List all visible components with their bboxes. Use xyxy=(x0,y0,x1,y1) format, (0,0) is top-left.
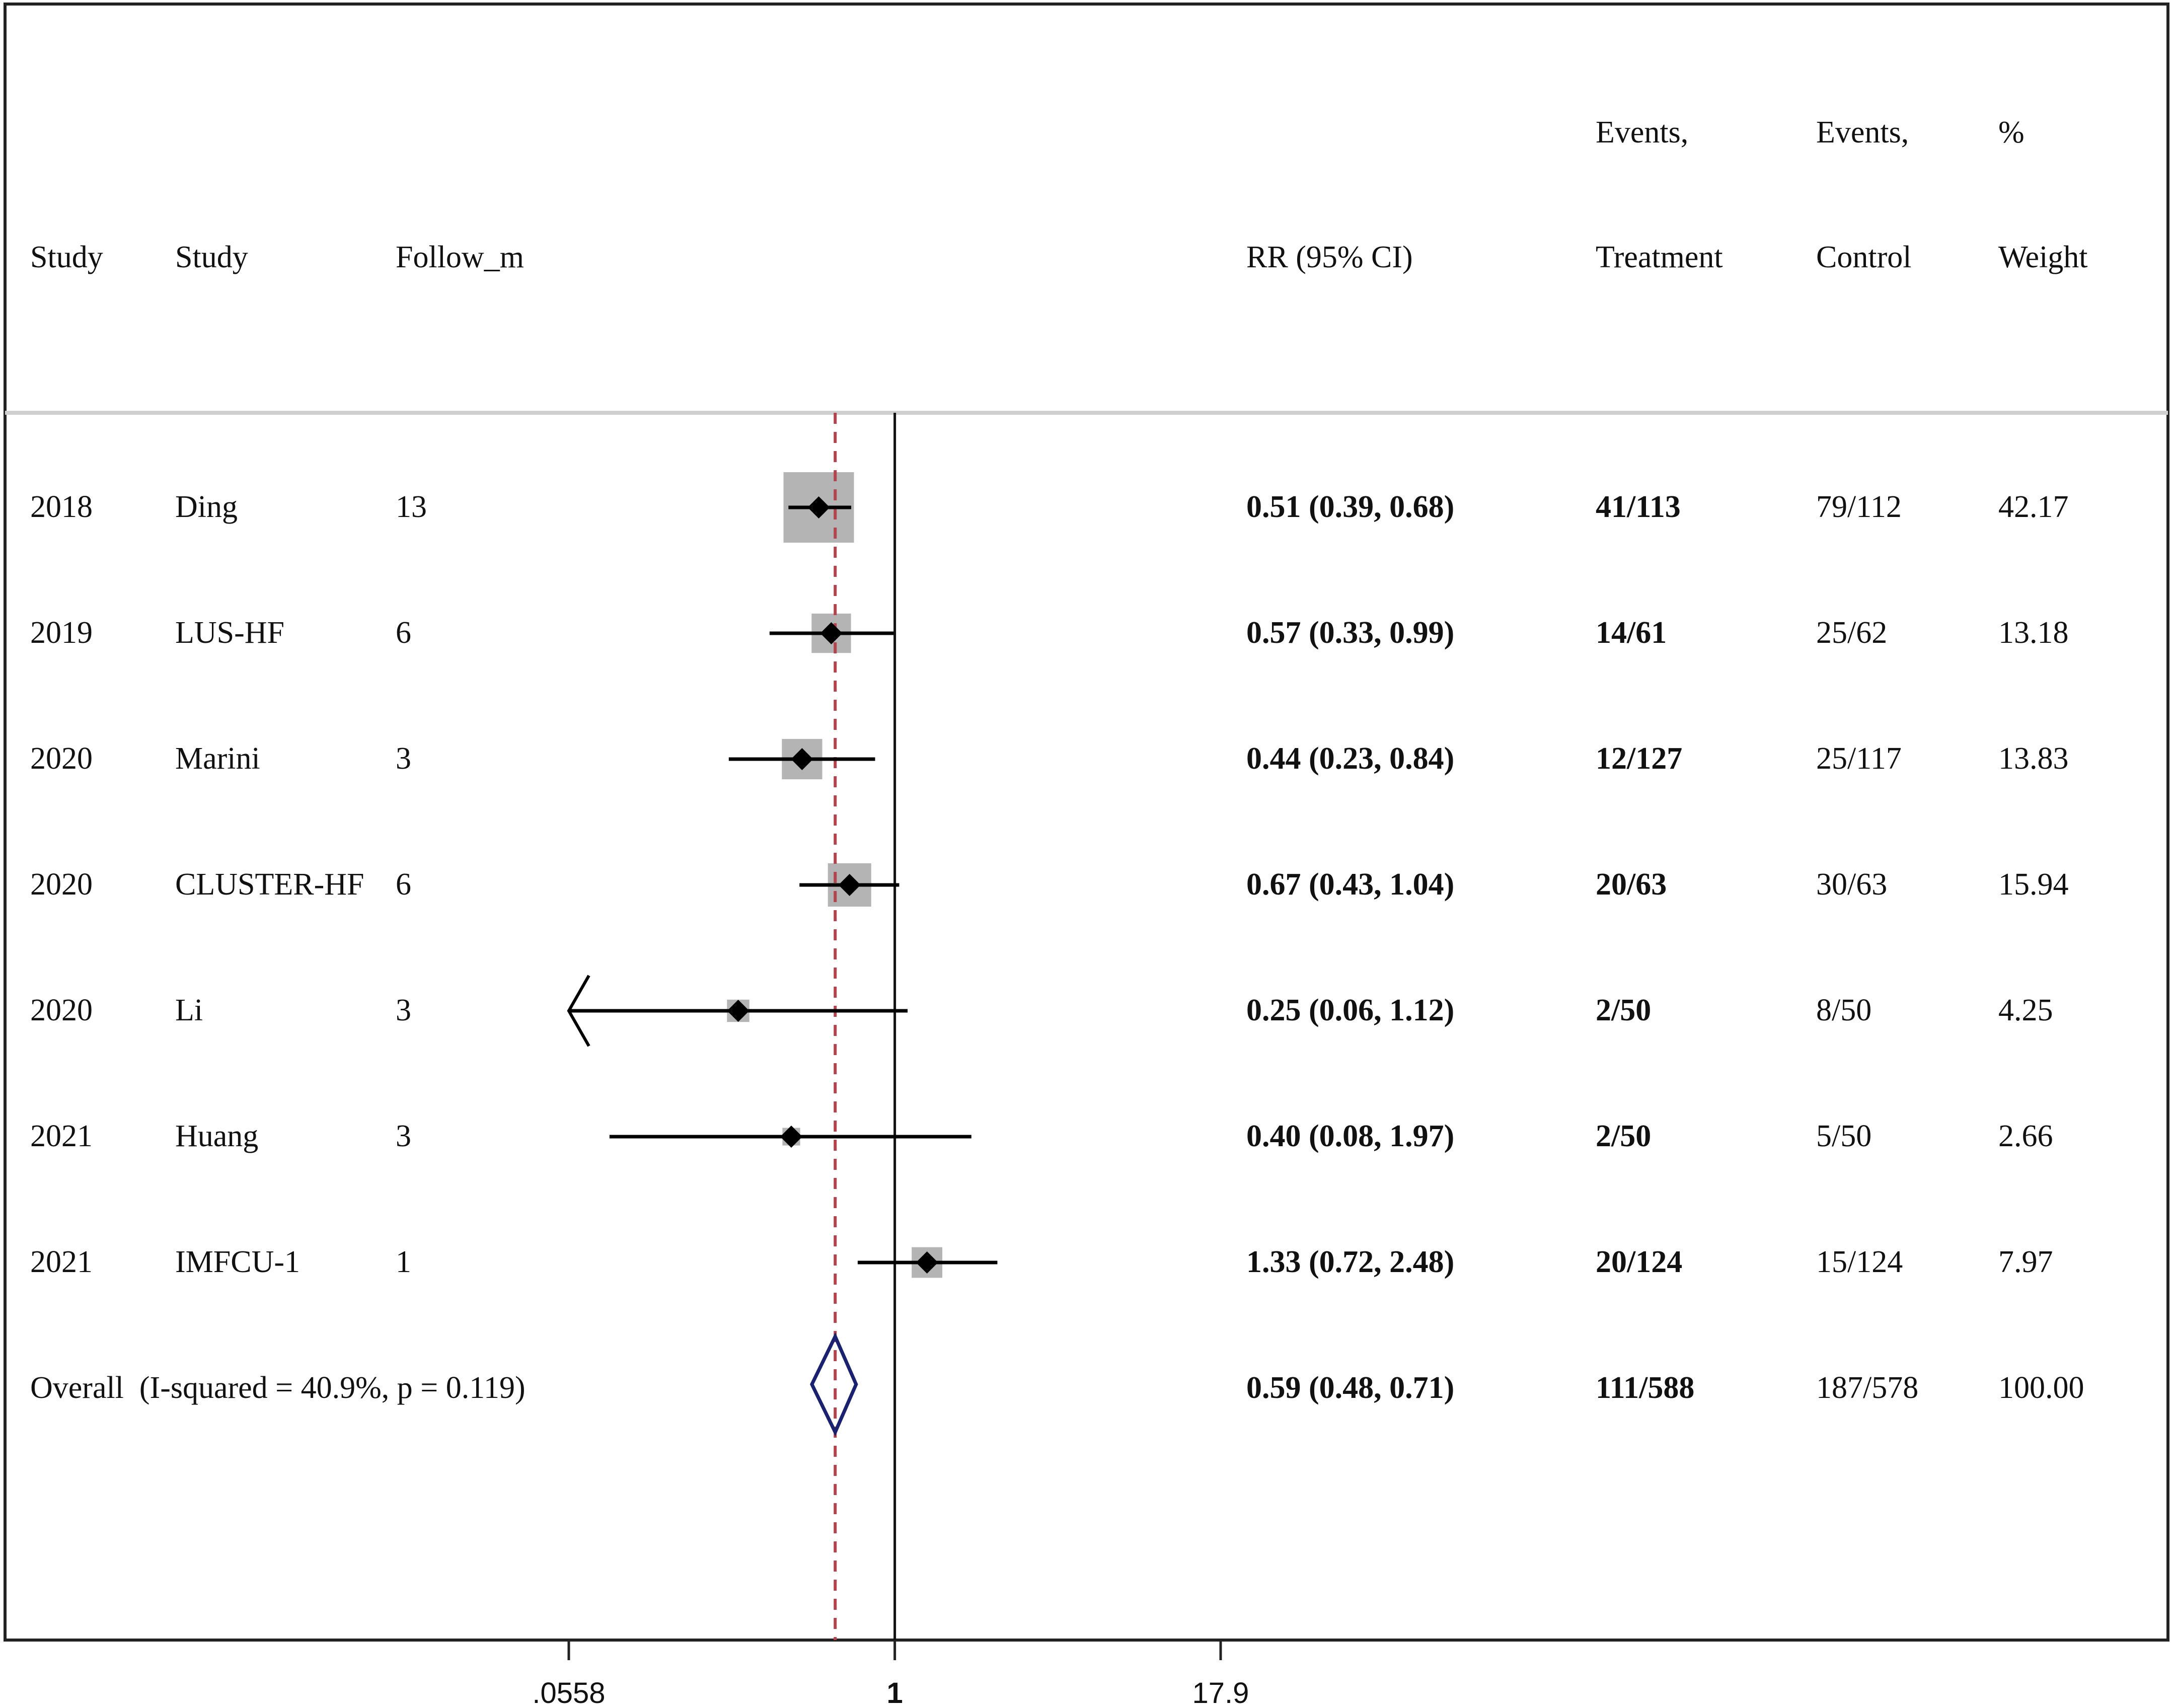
row-rr: 0.25 (0.06, 1.12) xyxy=(1246,993,1455,1027)
overall-treatment: 111/588 xyxy=(1596,1371,1695,1405)
row-follow: 1 xyxy=(396,1245,411,1279)
row-treatment: 2/50 xyxy=(1596,993,1652,1027)
row-rr: 1.33 (0.72, 2.48) xyxy=(1246,1245,1455,1279)
x-tick-label: .0558 xyxy=(532,1677,605,1708)
row-treatment: 41/113 xyxy=(1596,490,1681,524)
header-weight-line1: % xyxy=(1998,115,2025,150)
point-estimate-marker xyxy=(916,1251,938,1274)
header-follow: Follow_m xyxy=(396,240,524,274)
row-treatment: 2/50 xyxy=(1596,1119,1652,1153)
row-weight: 42.17 xyxy=(1998,490,2069,524)
header-control-line1: Events, xyxy=(1816,115,1909,150)
row-control: 30/63 xyxy=(1816,867,1888,902)
row-weight: 15.94 xyxy=(1998,867,2069,902)
row-rr: 0.67 (0.43, 1.04) xyxy=(1246,867,1455,902)
point-estimate-marker xyxy=(791,748,813,770)
header-treatment-line1: Events, xyxy=(1596,115,1689,150)
header-rr: RR (95% CI) xyxy=(1246,240,1413,274)
row-rr: 0.40 (0.08, 1.97) xyxy=(1246,1119,1455,1153)
row-follow: 3 xyxy=(396,741,411,776)
point-estimate-marker xyxy=(780,1126,803,1148)
x-tick-label: 17.9 xyxy=(1192,1677,1249,1708)
row-study: IMFCU-1 xyxy=(175,1245,301,1279)
row-rr: 0.44 (0.23, 0.84) xyxy=(1246,741,1455,776)
row-year: 2020 xyxy=(30,741,93,776)
row-treatment: 12/127 xyxy=(1596,741,1683,776)
row-rr: 0.57 (0.33, 0.99) xyxy=(1246,616,1455,650)
row-treatment: 14/61 xyxy=(1596,616,1667,650)
row-follow: 3 xyxy=(396,993,411,1027)
overall-label: Overall (I-squared = 40.9%, p = 0.119) xyxy=(30,1371,526,1405)
row-control: 79/112 xyxy=(1816,490,1902,524)
overall-control: 187/578 xyxy=(1816,1371,1919,1405)
row-study: Li xyxy=(175,993,203,1027)
point-estimate-marker xyxy=(727,1000,750,1022)
header-year: Study xyxy=(30,240,103,274)
row-follow: 3 xyxy=(396,1119,411,1153)
ci-truncation-arrow xyxy=(567,975,590,1047)
row-follow: 6 xyxy=(396,616,411,650)
row-year: 2021 xyxy=(30,1245,93,1279)
overall-diamond xyxy=(810,1332,858,1437)
row-follow: 6 xyxy=(396,867,411,902)
row-weight: 4.25 xyxy=(1998,993,2053,1027)
point-estimate-marker xyxy=(838,874,861,896)
row-weight: 7.97 xyxy=(1998,1245,2053,1279)
row-year: 2018 xyxy=(30,490,93,524)
row-study: CLUSTER-HF xyxy=(175,867,364,902)
header-weight-line2: Weight xyxy=(1998,240,2088,274)
row-year: 2021 xyxy=(30,1119,93,1153)
row-control: 5/50 xyxy=(1816,1119,1872,1153)
row-treatment: 20/124 xyxy=(1596,1245,1683,1279)
row-study: Marini xyxy=(175,741,260,776)
x-tick-label: 1 xyxy=(886,1677,903,1708)
row-weight: 13.18 xyxy=(1998,616,2069,650)
row-control: 15/124 xyxy=(1816,1245,1903,1279)
row-rr: 0.51 (0.39, 0.68) xyxy=(1246,490,1455,524)
point-estimate-marker xyxy=(807,496,830,518)
header-control-line2: Control xyxy=(1816,240,1912,274)
row-follow: 13 xyxy=(396,490,427,524)
overall-rr: 0.59 (0.48, 0.71) xyxy=(1246,1371,1455,1405)
row-control: 8/50 xyxy=(1816,993,1872,1027)
row-study: LUS-HF xyxy=(175,616,285,650)
row-year: 2019 xyxy=(30,616,93,650)
overall-weight: 100.00 xyxy=(1998,1371,2084,1405)
header-treatment-line2: Treatment xyxy=(1596,240,1723,274)
row-year: 2020 xyxy=(30,993,93,1027)
row-study: Huang xyxy=(175,1119,259,1153)
plot-marks xyxy=(567,413,998,1640)
row-control: 25/62 xyxy=(1816,616,1888,650)
row-weight: 13.83 xyxy=(1998,741,2069,776)
row-weight: 2.66 xyxy=(1998,1119,2053,1153)
row-year: 2020 xyxy=(30,867,93,902)
row-control: 25/117 xyxy=(1816,741,1902,776)
row-treatment: 20/63 xyxy=(1596,867,1667,902)
plot-frame xyxy=(4,3,2169,1642)
row-study: Ding xyxy=(175,490,238,524)
x-axis: .0558 1 17.9 xyxy=(532,1640,1249,1708)
header-study: Study xyxy=(175,240,248,274)
point-estimate-marker xyxy=(820,622,843,644)
